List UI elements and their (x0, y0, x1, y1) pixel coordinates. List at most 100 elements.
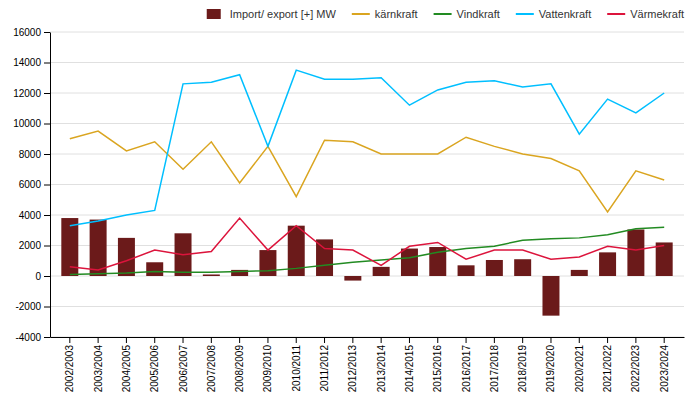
legend-item: Vattenkraft (516, 8, 591, 20)
line (70, 218, 664, 270)
y-tick: 8000 (19, 149, 50, 160)
x-tick-label: 2006/2007 (178, 345, 189, 393)
x-tick: 2015/2016 (432, 337, 443, 392)
x-tick: 2022/2023 (630, 337, 641, 392)
y-tick-label: 14000 (13, 57, 41, 68)
grid-line (50, 62, 684, 63)
y-tick: 14000 (13, 57, 50, 68)
x-tick: 2016/2017 (461, 337, 472, 392)
x-tick-label: 2019/2020 (545, 345, 556, 393)
x-tick-mark (267, 337, 268, 343)
y-tick-label: 16000 (13, 27, 41, 38)
x-tick-label: 2005/2006 (149, 345, 160, 393)
x-tick-mark (522, 337, 523, 343)
y-axis: -4000-2000020004000600080001000012000140… (13, 27, 50, 343)
x-tick-label: 2011/2012 (319, 345, 330, 392)
x-tick-label: 2002/2003 (64, 345, 75, 393)
chart-container: 2002/20032003/20042004/20052005/20062006… (0, 0, 700, 401)
x-tick-label: 2022/2023 (630, 345, 641, 393)
bar (486, 260, 503, 276)
bar-series (61, 218, 672, 316)
x-tick: 2007/2008 (206, 337, 217, 392)
x-tick: 2002/2003 (64, 337, 75, 392)
grid (50, 32, 684, 337)
grid-line (50, 215, 684, 216)
x-tick-label: 2007/2008 (206, 345, 217, 393)
legend-label: Vattenkraft (539, 8, 591, 20)
y-tick-label: 2000 (19, 240, 42, 251)
y-tick-mark (44, 337, 50, 338)
grid-line (50, 276, 684, 277)
x-tick-mark (296, 337, 297, 343)
bar (571, 270, 588, 276)
x-tick: 2010/2011 (291, 337, 302, 392)
y-tick-label: 4000 (19, 210, 42, 221)
x-tick-label: 2023/2024 (659, 345, 670, 393)
legend-swatch (516, 13, 534, 15)
bar (373, 267, 390, 276)
y-tick-label: -4000 (15, 332, 41, 343)
x-tick-label: 2017/2018 (489, 345, 500, 393)
y-tick-label: -2000 (15, 301, 41, 312)
y-tick-mark (44, 154, 50, 155)
y-tick-mark (44, 93, 50, 94)
legend-swatch (207, 9, 221, 19)
y-tick-mark (44, 276, 50, 277)
y-tick-label: 10000 (13, 118, 41, 129)
bar (344, 276, 361, 281)
y-tick-mark (44, 63, 50, 64)
bar (656, 242, 673, 276)
y-tick: 10000 (13, 118, 50, 129)
chart-svg: 2002/20032003/20042004/20052005/20062006… (0, 0, 700, 401)
bar (118, 238, 135, 276)
x-tick-mark (579, 337, 580, 343)
x-tick: 2014/2015 (404, 337, 415, 392)
bar (514, 259, 531, 276)
grid-line (50, 306, 684, 307)
x-tick-label: 2013/2014 (376, 345, 387, 393)
y-tick: 0 (35, 271, 50, 282)
x-tick-mark (494, 337, 495, 343)
x-tick-mark (550, 337, 551, 343)
bar (203, 274, 220, 276)
y-tick: 16000 (13, 27, 50, 38)
x-tick-mark (437, 337, 438, 343)
grid-line (50, 154, 684, 155)
x-tick-mark (239, 337, 240, 343)
bar (259, 250, 276, 276)
x-tick-mark (409, 337, 410, 343)
x-tick: 2013/2014 (376, 337, 387, 392)
x-tick-mark (183, 337, 184, 343)
legend-swatch (607, 13, 625, 15)
x-tick: 2008/2009 (234, 337, 245, 392)
x-tick-label: 2020/2021 (574, 345, 585, 393)
marks (61, 70, 672, 316)
y-tick-mark (44, 246, 50, 247)
x-tick-label: 2015/2016 (432, 345, 443, 393)
x-tick-mark (126, 337, 127, 343)
x-tick-label: 2003/2004 (93, 345, 104, 393)
x-tick-mark (98, 337, 99, 343)
x-tick-label: 2014/2015 (404, 345, 415, 393)
y-tick-label: 12000 (13, 88, 41, 99)
x-tick: 2011/2012 (319, 337, 330, 392)
y-tick: -4000 (15, 332, 50, 343)
x-tick: 2003/2004 (93, 337, 104, 392)
x-tick-mark (607, 337, 608, 343)
x-tick-label: 2010/2011 (291, 345, 302, 392)
y-tick: 4000 (19, 210, 50, 221)
x-tick-label: 2008/2009 (234, 345, 245, 393)
x-tick-mark (324, 337, 325, 343)
x-tick-label: 2012/2013 (347, 345, 358, 393)
x-tick: 2009/2010 (262, 337, 273, 392)
x-tick: 2020/2021 (574, 337, 585, 392)
grid-line (50, 32, 684, 33)
y-axis-line (50, 33, 51, 338)
legend-item: kärnkraft (352, 8, 418, 20)
x-tick-mark (664, 337, 665, 343)
bar (458, 265, 475, 276)
legend-swatch (434, 13, 452, 15)
y-tick: 12000 (13, 88, 50, 99)
bar (627, 229, 644, 276)
x-axis: 2002/20032003/20042004/20052005/20062006… (51, 337, 685, 392)
